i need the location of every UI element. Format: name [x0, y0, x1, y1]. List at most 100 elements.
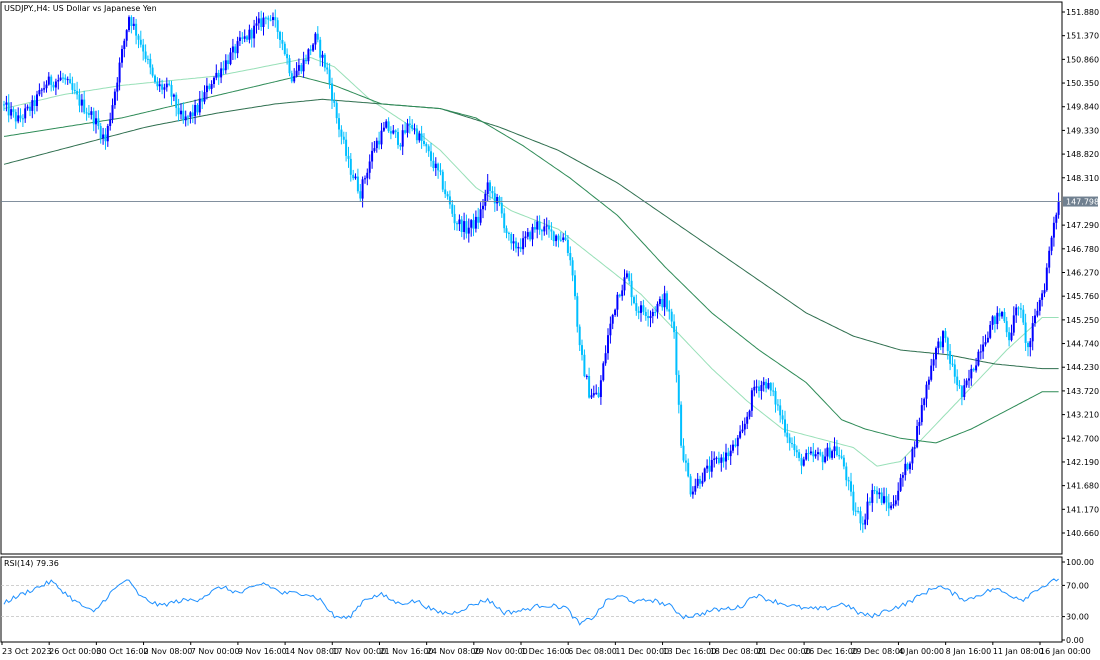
candle — [986, 331, 989, 344]
candle-body — [168, 83, 171, 85]
candle — [423, 133, 425, 147]
candle-body — [456, 223, 458, 225]
candle — [729, 444, 732, 465]
candle-body — [33, 100, 36, 106]
candle — [250, 27, 253, 48]
candle — [774, 387, 777, 413]
candle-body — [243, 36, 246, 39]
candle-body — [604, 353, 607, 364]
candle-body — [290, 73, 293, 82]
candle — [666, 290, 668, 312]
candle-body — [531, 227, 534, 240]
candle — [371, 142, 374, 169]
candle — [713, 451, 716, 468]
candle-body — [472, 220, 475, 229]
candle — [333, 92, 336, 107]
candle-body — [880, 492, 883, 503]
candle-body — [43, 88, 46, 90]
candle — [585, 374, 588, 380]
time-tick-label: 26 Dec 16:00 — [804, 647, 858, 656]
candle-body — [647, 316, 650, 319]
price-tick-label: 144.230 — [1066, 363, 1099, 372]
candle-body — [380, 130, 383, 145]
candle — [1043, 283, 1046, 298]
candle — [784, 410, 786, 437]
candle — [467, 218, 470, 243]
candle — [213, 76, 215, 88]
candle-body — [793, 444, 796, 451]
candle-body — [340, 129, 343, 137]
candle — [500, 196, 503, 218]
candle-body — [335, 102, 338, 119]
candle — [574, 270, 576, 300]
candle-body — [130, 17, 133, 26]
candle-body — [498, 197, 501, 203]
candle — [755, 379, 758, 394]
candle — [946, 336, 949, 360]
time-tick-label: 7 Nov 00:00 — [191, 647, 240, 656]
candle — [482, 199, 484, 219]
candle — [458, 214, 461, 231]
candle — [800, 453, 803, 475]
candle-body — [819, 452, 822, 455]
candle — [694, 478, 697, 495]
candle-body — [897, 490, 900, 501]
candle-body — [286, 54, 289, 59]
candle-body — [135, 23, 138, 36]
candle — [847, 476, 850, 491]
candle-body — [533, 227, 536, 230]
candle-body — [12, 109, 15, 112]
candle — [687, 458, 690, 478]
candle — [942, 330, 944, 354]
candle-body — [288, 58, 291, 74]
candle — [647, 309, 650, 327]
price-panel[interactable] — [0, 1, 1063, 555]
time-tick-label: 1 Dec 16:00 — [521, 647, 570, 656]
candle — [477, 207, 480, 229]
candle-body — [512, 241, 515, 244]
candle — [276, 17, 279, 39]
candle — [47, 72, 50, 86]
candle — [958, 380, 961, 389]
candle-body — [937, 341, 940, 349]
candle — [281, 31, 284, 51]
candle — [130, 15, 133, 34]
price-tick-label: 141.680 — [1066, 482, 1099, 491]
candle-body — [312, 44, 315, 51]
candle-body — [774, 391, 777, 405]
candle — [993, 315, 996, 333]
candle — [326, 62, 329, 75]
candle-body — [826, 447, 829, 457]
candle — [172, 93, 175, 102]
candle-body — [802, 459, 805, 466]
candle-body — [717, 457, 720, 463]
candle — [550, 222, 553, 240]
candle — [184, 110, 187, 127]
candle-body — [170, 85, 173, 97]
candle-body — [1034, 315, 1036, 324]
candle — [706, 459, 709, 473]
price-tick-label: 147.290 — [1066, 221, 1099, 230]
candle — [748, 409, 751, 420]
candle-body — [106, 126, 109, 142]
candle-body — [21, 118, 24, 120]
candle-body — [104, 134, 107, 142]
candle-body — [989, 324, 992, 338]
candle — [113, 88, 116, 109]
candle — [465, 214, 468, 239]
candle-body — [40, 89, 43, 91]
candle — [387, 117, 390, 133]
candle — [203, 85, 206, 105]
price-tick-label: 148.820 — [1066, 150, 1099, 159]
moving-averages — [3, 56, 1059, 467]
candle-body — [708, 465, 711, 472]
candle — [887, 493, 890, 517]
candle-body — [812, 451, 815, 457]
candle-body — [411, 125, 414, 129]
candle — [14, 109, 17, 129]
candle-body — [453, 213, 456, 224]
rsi-panel[interactable] — [0, 556, 1063, 643]
candle — [411, 119, 414, 132]
time-tick-label: 2 Nov 08:00 — [144, 647, 193, 656]
candle-body — [517, 246, 520, 249]
